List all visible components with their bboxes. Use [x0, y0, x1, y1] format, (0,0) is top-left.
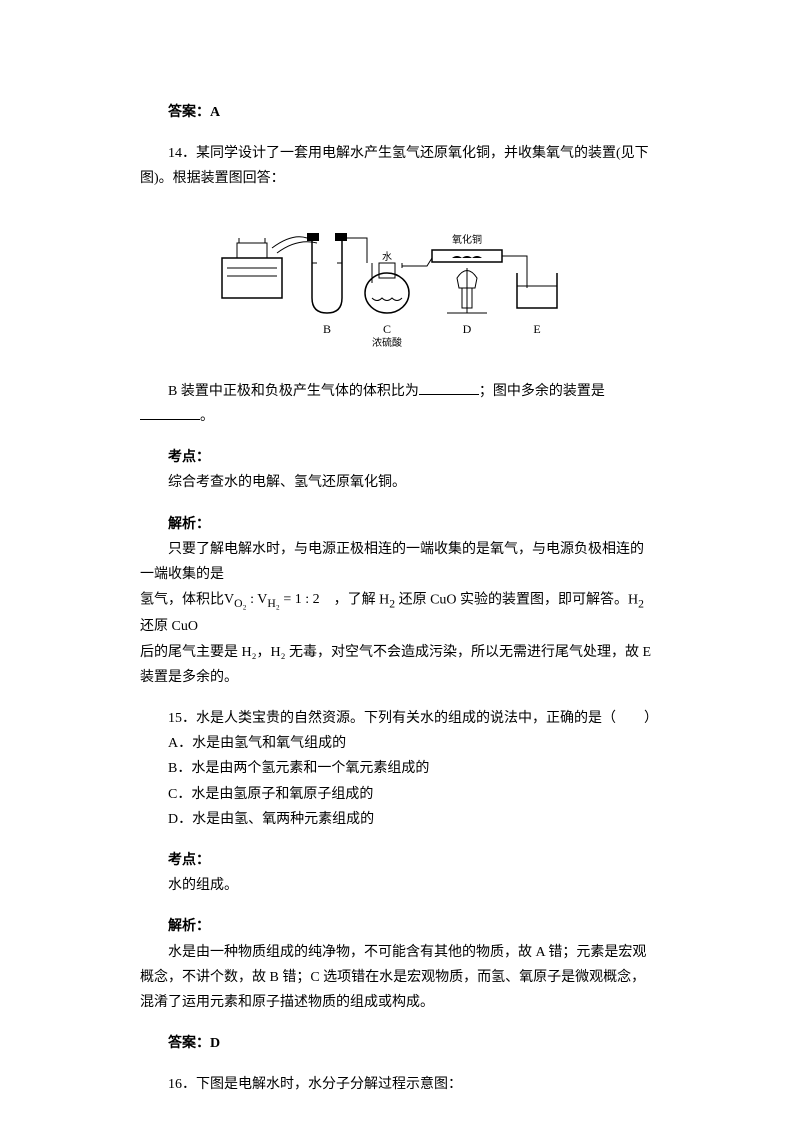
- kaodian-title: 考点：: [140, 848, 654, 873]
- p2-mid3: 还原 CuO: [140, 619, 198, 634]
- blank-1: [419, 381, 479, 395]
- jiexi-p2: 氢气，体积比VO₂ : VH₂ = 1 : 2 ，了解 H2 还原 CuO 实验…: [140, 587, 654, 640]
- label-c: C: [383, 322, 391, 336]
- q15-intro: 15．水是人类宝贵的自然资源。下列有关水的组成的说法中，正确的是（ ）: [140, 706, 654, 731]
- jiexi-title: 解析：: [140, 914, 654, 939]
- q15-kaodian: 考点： 水的组成。: [140, 848, 654, 898]
- label-e: E: [533, 322, 540, 336]
- blank-2: [140, 406, 200, 420]
- q14-intro: 14．某同学设计了一套用电解水产生氢气还原氧化铜，并收集氧气的装置(见下图)。根…: [140, 141, 654, 191]
- jiexi-title: 解析：: [140, 512, 654, 537]
- label-b: B: [323, 322, 331, 336]
- p2-mid: ，了解 H: [334, 593, 390, 608]
- label-d: D: [463, 322, 472, 336]
- kaodian-text: 综合考查水的电解、氢气还原氧化铜。: [140, 470, 654, 495]
- q14-kaodian: 考点： 综合考查水的电解、氢气还原氧化铜。: [140, 445, 654, 495]
- fill-suffix: 。: [200, 409, 214, 424]
- answer-value: A: [210, 105, 220, 120]
- jiexi-text: 水是由一种物质组成的纯净物，不可能含有其他的物质，故 A 错；元素是宏观概念，不…: [140, 940, 654, 1016]
- kaodian-text: 水的组成。: [140, 873, 654, 898]
- answer-value: D: [210, 1036, 220, 1051]
- svg-text:水: 水: [382, 251, 392, 263]
- q15-jiexi: 解析： 水是由一种物质组成的纯净物，不可能含有其他的物质，故 A 错；元素是宏观…: [140, 914, 654, 1015]
- q14-fill-blank: B 装置中正极和负极产生气体的体积比为 ；图中多余的装置是。: [140, 379, 654, 429]
- fill-mid: ；图中多余的装置是: [479, 384, 605, 399]
- q15-opt-c: C．水是由氢原子和氧原子组成的: [140, 782, 654, 807]
- q15-opt-b: B．水是由两个氢元素和一个氧元素组成的: [140, 756, 654, 781]
- kaodian-title: 考点：: [140, 445, 654, 470]
- p2-pre: 氢气，体积比: [140, 593, 224, 608]
- fill-prefix: B 装置中正极和负极产生气体的体积比为: [168, 384, 419, 399]
- q14-jiexi: 解析： 只要了解电解水时，与电源正极相连的一端收集的是氧气，与电源负极相连的一端…: [140, 512, 654, 691]
- answer-label: 答案：: [168, 105, 210, 120]
- p2-mid2: 还原 CuO 实验的装置图，即可解答。H: [395, 593, 638, 608]
- svg-text:氧化铜: 氧化铜: [452, 233, 482, 246]
- jiexi-p3: 后的尾气主要是 H₂，H₂ 无毒，对空气不会造成污染，所以无需进行尾气处理，故 …: [140, 640, 654, 690]
- q15-answer: 答案：D: [140, 1031, 654, 1056]
- q15-opt-a: A．水是由氢气和氧气组成的: [140, 731, 654, 756]
- svg-text:浓硫酸: 浓硫酸: [372, 336, 402, 349]
- answer-label: 答案：: [168, 1036, 210, 1051]
- jiexi-p1: 只要了解电解水时，与电源正极相连的一端收集的是氧气，与电源负极相连的一端收集的是: [140, 537, 654, 587]
- answer-13: 答案：A: [140, 100, 654, 125]
- apparatus-diagram: B 水 C 浓硫酸 氧化铜 D E: [217, 208, 577, 358]
- q15: 15．水是人类宝贵的自然资源。下列有关水的组成的说法中，正确的是（ ） A．水是…: [140, 706, 654, 832]
- formula-ratio: VO₂ : VH₂ = 1 : 2: [224, 587, 334, 614]
- q16-intro: 16．下图是电解水时，水分子分解过程示意图：: [140, 1072, 654, 1097]
- q14-diagram: B 水 C 浓硫酸 氧化铜 D E: [140, 208, 654, 367]
- q15-opt-d: D．水是由氢、氧两种元素组成的: [140, 807, 654, 832]
